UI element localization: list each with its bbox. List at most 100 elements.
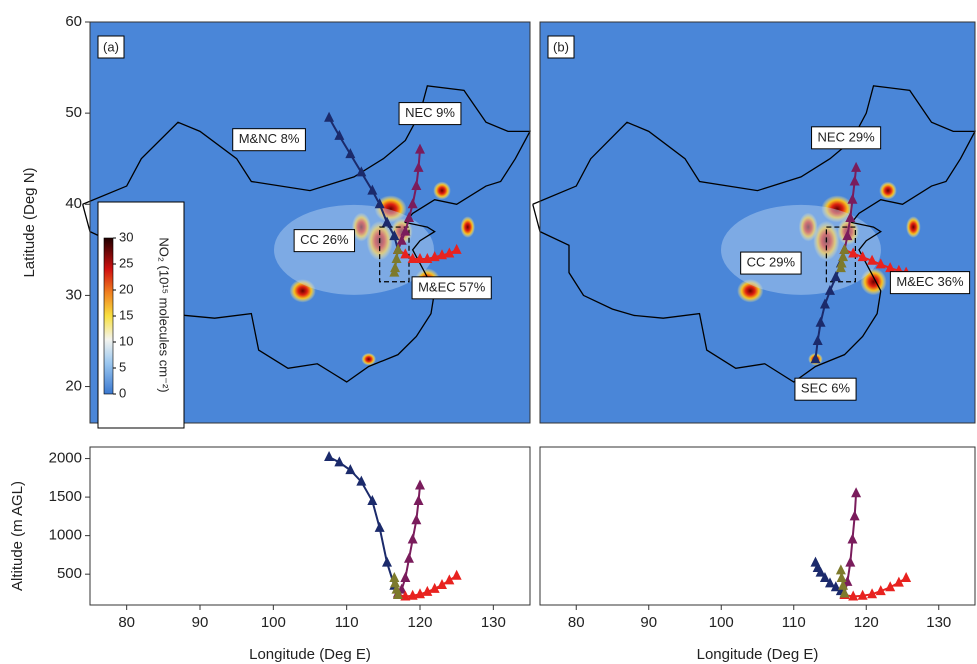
annotation-label: NEC 9%	[405, 105, 455, 120]
altitude-point	[812, 562, 823, 573]
country-border	[532, 85, 977, 383]
trajectory-annotation: M&EC 57%	[411, 276, 492, 300]
altitude-point	[901, 572, 912, 583]
y-tick-label: 30	[65, 286, 82, 303]
x-tick-label: 80	[568, 614, 585, 631]
trajectory-point	[374, 198, 385, 209]
trajectory-annotation: M&NC 8%	[232, 128, 306, 152]
annotation-box	[398, 102, 462, 126]
altitude-point	[825, 577, 835, 588]
annotation-box	[232, 128, 306, 152]
altitude-point	[849, 510, 860, 521]
altitude-point	[835, 564, 846, 575]
colorbar-tick-label: 5	[119, 359, 126, 374]
x-tick-label: 110	[782, 614, 806, 631]
trajectory-point	[334, 129, 345, 140]
altitude-point	[444, 574, 455, 585]
x-tick-label: 120	[407, 614, 432, 631]
colorbar-tick-label: 10	[119, 333, 133, 348]
no2-hotspot	[879, 181, 897, 200]
altitude-point	[838, 579, 849, 590]
x-axis-label: Longitude (Deg E)	[697, 646, 819, 663]
panel-label: (b)	[553, 39, 569, 54]
trajectory-point	[819, 298, 830, 309]
trajectory-point	[839, 243, 850, 254]
altitude-point	[390, 577, 401, 588]
trajectory-point	[396, 234, 407, 245]
altitude-point	[400, 572, 411, 583]
annotation-label: M&EC 36%	[896, 274, 964, 289]
no2-hotspot	[906, 216, 921, 238]
trajectory-point	[830, 271, 841, 282]
altitude-point	[848, 590, 859, 601]
trajectory-point	[404, 211, 414, 222]
trajectory-point	[415, 143, 425, 154]
y-tick-label: 40	[65, 195, 82, 212]
country-border	[82, 85, 532, 383]
y-tick-label: 20	[65, 378, 82, 395]
y-tick-label: 1000	[49, 527, 82, 544]
trajectory-point	[444, 247, 455, 258]
annotation-box	[794, 377, 857, 401]
altitude-point	[819, 572, 830, 583]
trajectory-annotation: SEC 6%	[794, 377, 857, 401]
no2-hotspot	[798, 212, 818, 242]
altitude-point	[389, 572, 400, 583]
trajectory-point	[847, 193, 858, 204]
colorbar-tick-label: 15	[119, 307, 133, 322]
trajectory-annotation: CC 29%	[740, 251, 802, 275]
annotation-box	[411, 276, 492, 300]
y-tick-label: 50	[65, 104, 82, 121]
altitude-point	[407, 589, 418, 600]
altitude-point	[334, 456, 345, 467]
y-tick-label: 500	[57, 565, 82, 582]
trajectory-point	[838, 251, 849, 262]
altitude-point	[429, 582, 440, 593]
trajectory-point	[413, 161, 424, 172]
no2-hotspot	[289, 279, 316, 303]
altitude-point	[374, 521, 385, 532]
trajectory-point	[885, 262, 896, 273]
altitude-point	[847, 533, 858, 544]
altitude-point	[810, 556, 821, 567]
trajectory-point	[356, 166, 367, 177]
altitude-point	[839, 587, 850, 598]
annotation-label: M&NC 8%	[239, 131, 300, 146]
annotation-label: CC 29%	[747, 255, 796, 270]
profile-frame	[89, 446, 531, 606]
panel-label: (a)	[103, 39, 119, 54]
colorbar	[103, 237, 114, 395]
trajectory-point	[437, 249, 447, 260]
annotation-label: NEC 29%	[818, 129, 876, 144]
y-axis-label: Altitude (m AGL)	[9, 481, 26, 591]
trajectory-point	[422, 252, 433, 263]
x-tick-label: 80	[118, 614, 135, 631]
y-tick-label: 2000	[49, 450, 82, 467]
altitude-point	[382, 556, 392, 567]
altitude-point	[391, 583, 402, 594]
no2-hotspot	[433, 181, 451, 200]
altitude-point	[851, 487, 862, 498]
annotation-label: M&EC 57%	[418, 279, 486, 294]
altitude-point	[404, 552, 414, 563]
trajectory-point	[875, 258, 886, 269]
altitude-point	[356, 475, 367, 486]
panel-label-box	[97, 35, 125, 59]
colorbar-tick-label: 0	[119, 385, 126, 400]
altitude-point	[324, 451, 335, 462]
colorbar-label: NO₂ (10¹⁵ molecules cm⁻²)	[157, 237, 172, 392]
trajectory-point	[851, 161, 862, 172]
no2-hotspot	[737, 279, 764, 303]
trajectory-point	[835, 262, 846, 273]
altitude-point	[830, 581, 841, 592]
annotation-box	[293, 229, 356, 253]
source-region	[379, 226, 410, 283]
trajectory-point	[845, 211, 856, 222]
x-axis-label: Longitude (Deg E)	[249, 646, 371, 663]
trajectory-point	[390, 262, 401, 273]
trajectory-point	[812, 334, 823, 345]
trajectory-point	[324, 111, 335, 122]
no2-plume	[721, 204, 881, 295]
x-tick-label: 100	[709, 614, 734, 631]
trajectory-annotation: M&EC 36%	[889, 271, 971, 295]
